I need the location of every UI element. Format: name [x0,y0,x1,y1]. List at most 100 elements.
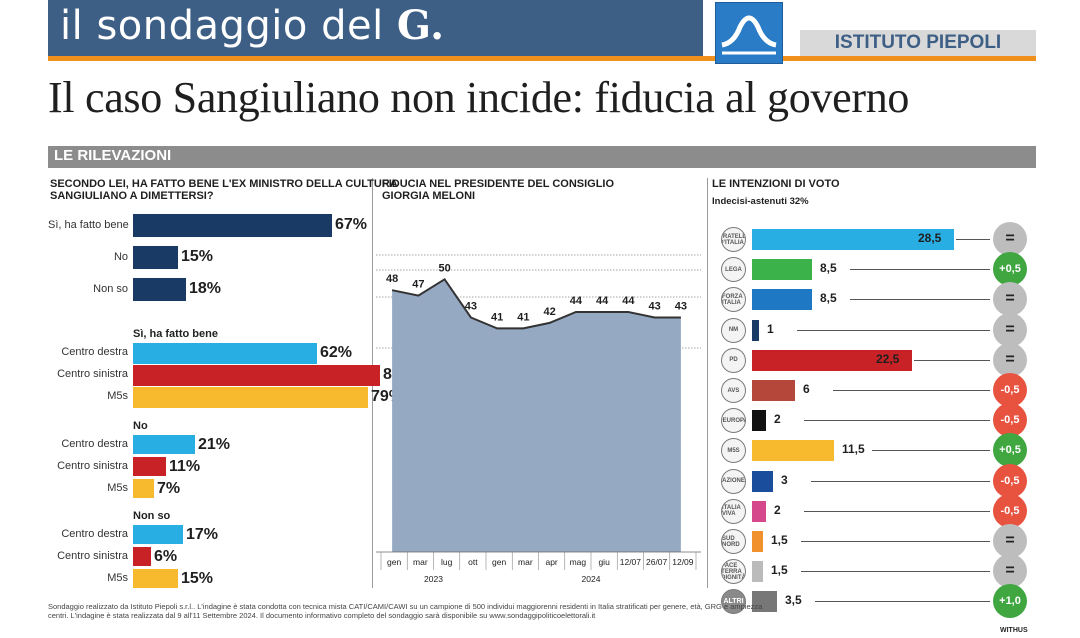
data-label: 44 [622,295,635,307]
change-badge: +0,5 [993,252,1027,287]
leader-line [811,480,990,482]
year-label: 2023 [424,574,443,584]
leader-line [833,390,990,391]
vote-value-label: 22,5 [876,351,900,366]
institute-name: ISTITUTO PIEPOLI [834,32,1002,53]
vote-value-label: 6 [803,382,810,396]
group-heading: Non so [133,510,171,522]
x-tick-label: gen [492,557,506,567]
bar-label: Sì, ha fatto bene [48,219,129,231]
bar-label: Centro destra [61,528,128,540]
vote-bar [752,561,763,583]
question-title: SECONDO LEI, HA FATTO BENE L'EX MINISTRO… [50,178,398,202]
party-logo-icon: LEGA [721,257,746,283]
leader-line [956,239,990,240]
vote-value-label: 3 [781,472,788,487]
bar-value-label: 7% [157,480,181,497]
party-logo-icon: FRATELLI D'ITALIA [721,227,746,252]
vote-chart-title: LE INTENZIONI DI VOTO [712,178,840,190]
bar-label: M5s [107,572,128,584]
data-label: 42 [544,306,556,318]
x-tick-label: apr [545,557,557,567]
vote-bar [752,349,912,371]
vote-bar [752,229,954,250]
party-logo-icon: PACE TERRA DIGNITÀ [721,559,746,585]
x-tick-label: 12/07 [620,557,642,567]
bar-value-label: 15% [181,570,214,587]
party-logo-icon: AZIONE [721,468,746,494]
header-band [48,0,703,56]
newspaper-title: il sondaggio del G. [60,2,445,49]
x-tick-label: gen [387,557,401,567]
data-label: 41 [517,311,529,323]
trust-area-chart: 48 47 50 43 41 41 42 44 44 44 43 43 gen mar lug ott gen m… [376,254,701,584]
data-label: 44 [570,295,583,307]
bar [133,214,332,237]
section-band [48,146,1036,168]
party-logo-icon: ALTRI [721,589,746,615]
x-tick-label: lug [441,557,453,567]
vote-bar [752,531,763,552]
data-label: 43 [649,300,661,312]
area-fill [392,279,681,552]
group-heading: Sì, ha fatto bene [133,328,218,340]
data-label: 41 [491,311,503,323]
bar-label: Centro sinistra [57,368,128,380]
leader-line [850,299,990,301]
vote-bar [752,319,759,341]
section-label: LE RILEVAZIONI [54,147,172,164]
bar [133,435,195,454]
vote-value-label: 2 [774,502,781,517]
methodology-note: Sondaggio realizzato da Istituto Piepoli… [48,602,763,620]
party-logo-icon: NM [721,317,746,343]
footer-brand: WITHUS [1000,627,1028,634]
trust-line [391,277,681,330]
bar-label: Centro destra [61,438,128,450]
vote-bar [752,259,812,281]
bar [133,525,183,544]
institute-band [800,30,1036,56]
data-label: 48 [386,273,398,285]
x-tick-label: giu [598,557,610,567]
party-logo-icon: PD [721,347,746,373]
vote-value-label: 2 [774,412,781,427]
leader-line [797,329,990,331]
page-title: Il caso Sangiuliano non incide: fiducia … [48,73,910,122]
group-heading: No [133,420,148,432]
bar [133,343,317,364]
bar-label: M5s [107,390,128,402]
change-badge: = [993,554,1027,589]
party-logo-icon: SUD NORD [721,529,746,554]
bar-value-label: 18% [189,280,222,297]
vote-value-label: 1 [767,321,774,336]
leader-line [804,510,990,512]
x-tick-label: mag [570,557,587,567]
bar-label: Centro sinistra [57,460,128,472]
vote-bar [752,500,766,522]
party-logo-icon: +EUROPA [721,408,746,434]
bar-value-label: 6% [154,548,178,565]
bar [133,547,151,566]
change-badge: -0,5 [993,463,1027,498]
bar-label: Centro sinistra [57,550,128,562]
vote-bar [752,440,834,462]
bar [133,457,166,476]
party-logo-icon: AVS [721,378,746,403]
change-badge: -0,5 [993,403,1027,438]
bar [133,278,186,301]
vote-bar [752,470,773,492]
leader-line [804,420,990,422]
data-label: 44 [596,295,609,307]
change-badge: = [993,342,1027,377]
change-badge: = [993,524,1027,558]
x-tick-label: 12/09 [672,557,694,567]
change-badge: -0,5 [993,493,1027,528]
x-tick-label: 26/07 [646,557,668,567]
bar-value-label: 21% [198,436,231,453]
year-label: 2024 [582,574,601,584]
change-badge: = [993,282,1027,317]
leader-line [801,541,990,542]
vote-bar [752,289,812,311]
bar-value-label: 17% [186,526,219,543]
vote-value-label: 8,5 [820,291,837,306]
